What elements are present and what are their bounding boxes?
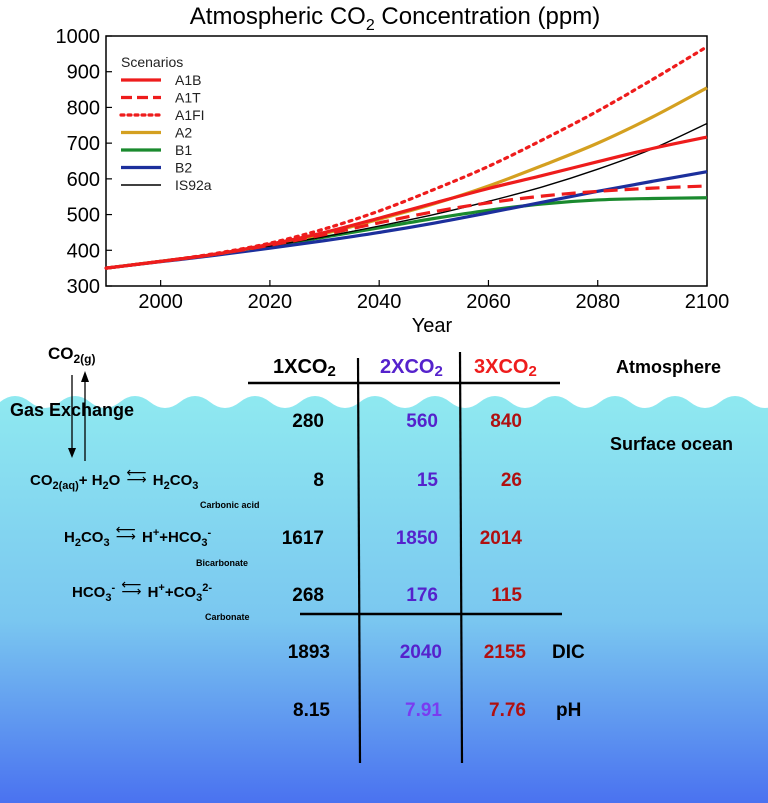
cell-2x-bicarbonate: 1850 <box>395 528 438 549</box>
surface-ocean-label: Surface ocean <box>610 434 734 454</box>
cell-2x-ph: 7.91 <box>405 700 442 721</box>
cell-2x-h2co3: 15 <box>416 470 438 491</box>
gas-exchange-label: Gas Exchange <box>10 400 135 420</box>
cell-2x-dic: 2040 <box>399 642 442 663</box>
legend-label-b2: B2 <box>175 160 192 176</box>
x-tick-label: 2020 <box>248 291 293 313</box>
legend-title: Scenarios <box>121 54 183 70</box>
legend-label-a1b: A1B <box>175 72 201 88</box>
x-tick-label: 2100 <box>685 291 730 313</box>
cell-3x-ph: 7.76 <box>489 700 526 721</box>
cell-1x-carbonate: 268 <box>292 585 324 606</box>
chart-title-main: Atmospheric CO <box>190 3 366 30</box>
y-tick-label: 800 <box>67 97 100 119</box>
equilibrium-arrows-icon: ⟵ ⟶ <box>115 522 136 545</box>
table-divider-2 <box>458 351 464 764</box>
cell-3x-h2co3: 26 <box>500 470 522 491</box>
y-tick-label: 1000 <box>56 26 101 48</box>
co2-gas-label: CO2(g) <box>48 344 96 366</box>
equation-bicarbonate: H2CO3 ⟵ ⟶ H++HCO3- <box>64 522 212 549</box>
bicarbonate-name: Bicarbonate <box>196 558 249 568</box>
plot-frame <box>105 35 708 287</box>
cell-1x-bicarbonate: 1617 <box>281 528 324 549</box>
carbonate-name: Carbonate <box>205 612 250 622</box>
x-axis-label: Year <box>412 315 453 337</box>
legend-label-a1fi: A1FI <box>175 107 205 123</box>
y-tick-label: 300 <box>67 276 100 298</box>
atmosphere-label: Atmosphere <box>616 357 722 377</box>
cell-3x-co2aq: 840 <box>490 411 522 432</box>
cell-1x-co2aq: 280 <box>292 411 324 432</box>
dic-label: DIC <box>552 642 585 663</box>
ocean-water <box>0 396 768 803</box>
y-tick-label: 500 <box>67 205 100 227</box>
legend-label-b1: B1 <box>175 142 192 158</box>
equation-carbonate: HCO3- ⟵ ⟶ H++CO32- <box>72 577 213 604</box>
y-tick-label: 400 <box>67 240 100 262</box>
cell-3x-dic: 2155 <box>483 642 526 663</box>
cell-3x-carbonate: 115 <box>491 585 522 606</box>
legend-label-a2: A2 <box>175 125 192 141</box>
equilibrium-arrows-icon: ⟵ ⟶ <box>126 465 147 488</box>
equation-carbonic-acid: CO2(aq)+ H2O ⟵ ⟶ H2CO3 <box>30 465 199 492</box>
x-tick-label: 2000 <box>138 291 183 313</box>
gas-down-arrow-head <box>68 448 76 458</box>
y-tick-label: 900 <box>67 62 100 84</box>
co2-concentration-chart: Atmospheric CO2 Concentration (ppm) 300 4… <box>56 3 730 337</box>
y-axis: 300 400 500 600 700 800 900 1000 <box>56 26 112 298</box>
x-tick-label: 2080 <box>575 291 620 313</box>
legend-label-a1t: A1T <box>175 90 201 106</box>
series-lines <box>104 45 709 270</box>
y-tick-label: 700 <box>67 133 100 155</box>
series-line-a1b <box>105 135 708 270</box>
header-1xco2: 1XCO2 <box>273 356 336 380</box>
x-tick-label: 2060 <box>466 291 511 313</box>
gas-up-arrow-head <box>81 371 89 382</box>
header-3xco2: 3XCO2 <box>474 356 537 380</box>
y-tick-label: 600 <box>67 169 100 191</box>
x-tick-label: 2040 <box>357 291 402 313</box>
chart-title-end: Concentration (ppm) <box>375 3 600 30</box>
cell-2x-carbonate: 176 <box>406 585 438 606</box>
chart-title: Atmospheric CO2 Concentration (ppm) <box>190 3 600 34</box>
table-divider-1 <box>356 357 362 764</box>
ph-label: pH <box>556 700 582 721</box>
header-2xco2: 2XCO2 <box>380 356 443 380</box>
legend-label-is92a: IS92a <box>175 177 212 193</box>
cell-1x-h2co3: 8 <box>313 470 324 491</box>
chart-title-sub: 2 <box>366 17 375 34</box>
cell-3x-bicarbonate: 2014 <box>479 528 522 549</box>
cell-1x-ph: 8.15 <box>293 700 330 721</box>
cell-1x-dic: 1893 <box>287 642 330 663</box>
cell-2x-co2aq: 560 <box>406 411 438 432</box>
equilibrium-arrows-icon: ⟵ ⟶ <box>121 577 142 600</box>
carbonic-acid-name: Carbonic acid <box>200 500 260 510</box>
x-axis: 2000 2020 2040 2060 2080 2100 <box>138 280 729 313</box>
